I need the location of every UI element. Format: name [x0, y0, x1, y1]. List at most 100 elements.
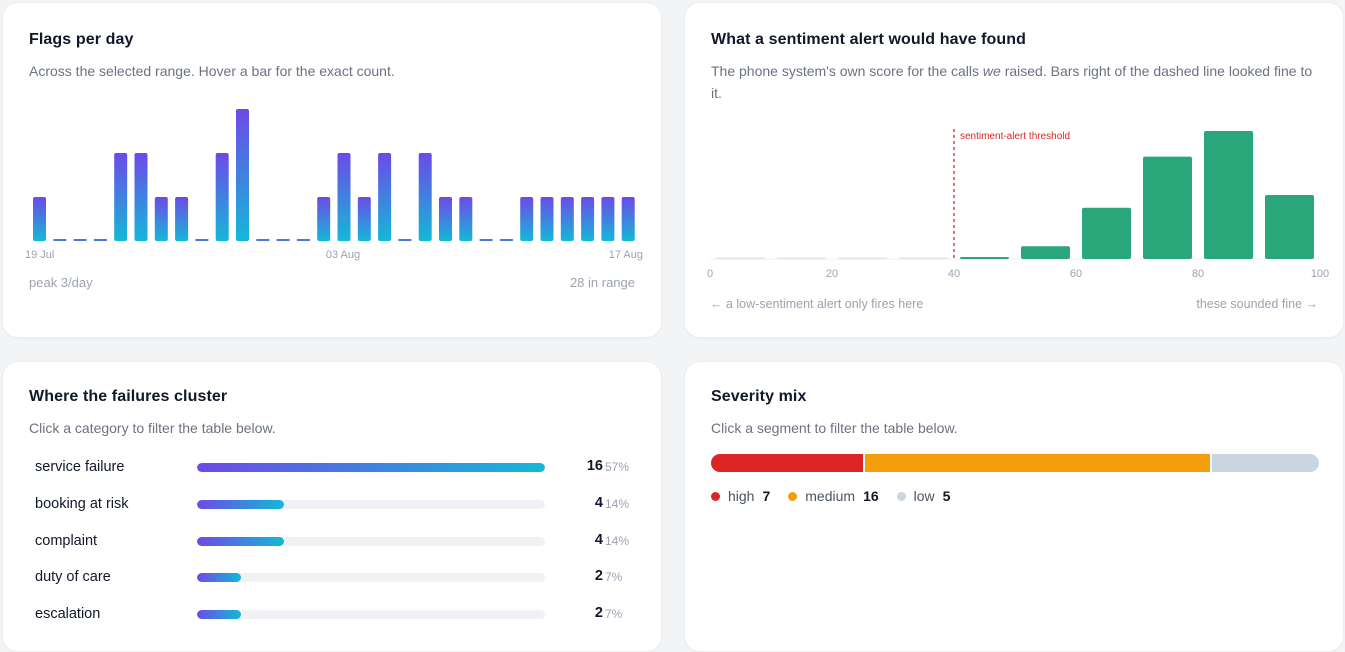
flags-bar[interactable] — [33, 197, 46, 241]
category-bar-track — [197, 463, 545, 472]
flags-bar[interactable] — [276, 239, 290, 241]
x-tick-label: 60 — [1070, 268, 1082, 280]
category-bar-fill — [197, 573, 241, 582]
right-note: these sounded fine → — [1196, 297, 1318, 311]
flags-bar[interactable] — [175, 197, 189, 241]
sentiment-bar[interactable] — [777, 257, 826, 260]
flags-subtitle: Across the selected range. Hover a bar f… — [29, 63, 395, 79]
subtitle-part: raised. Bars right of the dashed line lo… — [711, 63, 1313, 101]
sentiment-bar[interactable] — [1204, 131, 1253, 259]
sentiment-bar[interactable] — [1082, 207, 1131, 259]
category-count: 4 — [594, 495, 603, 511]
flags-bar[interactable] — [134, 153, 148, 241]
legend-label: high — [728, 488, 755, 504]
sentiment-bar[interactable] — [1265, 195, 1314, 259]
sentiment-title: What a sentiment alert would have found — [711, 31, 1027, 48]
category-percent: 57% — [605, 460, 630, 474]
severity-mix-card: Severity mix Click a segment to filter t… — [684, 361, 1344, 652]
flags-bar[interactable] — [256, 239, 270, 241]
flags-bar[interactable] — [398, 239, 412, 241]
sentiment-bar[interactable] — [899, 257, 948, 260]
flags-title: Flags per day — [29, 31, 134, 48]
legend-label: medium — [805, 488, 856, 504]
sentiment-bar[interactable] — [1143, 156, 1192, 259]
sentiment-histogram: 0 20 40 60 80 100 sentiment-alert threshold — [707, 129, 1329, 280]
flags-bar[interactable] — [357, 197, 371, 241]
flags-bar[interactable] — [601, 197, 615, 241]
failure-cluster-card: Where the failures cluster Click a categ… — [2, 361, 662, 652]
peak-text: peak 3/day — [29, 275, 93, 290]
legend-label: low — [913, 488, 935, 504]
flags-bar[interactable] — [459, 197, 473, 241]
severity-title: Severity mix — [711, 388, 807, 405]
sentiment-bar[interactable] — [838, 257, 887, 260]
flags-bar[interactable] — [236, 109, 249, 241]
category-percent: 14% — [605, 534, 630, 548]
category-label: duty of care — [35, 569, 111, 585]
flags-bar[interactable] — [154, 197, 168, 241]
flags-bar[interactable] — [317, 197, 331, 241]
severity-legend: high 7 medium 16 low 5 — [711, 488, 950, 504]
flags-bar[interactable] — [439, 197, 452, 241]
legend-item-low[interactable]: low 5 — [896, 488, 951, 504]
category-label: booking at risk — [35, 496, 129, 512]
category-bar-fill — [197, 537, 284, 546]
sentiment-alert-card: What a sentiment alert would have found … — [684, 2, 1344, 338]
flags-bar[interactable] — [53, 239, 67, 241]
x-tick-label: 80 — [1192, 268, 1204, 280]
flags-bar[interactable] — [621, 197, 635, 241]
category-row-escalation[interactable]: escalation 2 7% — [27, 600, 639, 630]
legend-dot — [788, 491, 798, 501]
flags-bar[interactable] — [73, 239, 87, 241]
subtitle-part: The phone system's own score for the cal… — [711, 63, 983, 79]
legend-item-high[interactable]: high 7 — [711, 488, 770, 504]
x-tick-label: 0 — [707, 268, 713, 280]
category-label: escalation — [35, 606, 101, 622]
category-percent: 7% — [605, 570, 623, 584]
flags-bar[interactable] — [520, 197, 534, 241]
cluster-subtitle: Click a category to filter the table bel… — [29, 420, 276, 436]
flags-bar[interactable] — [560, 197, 574, 241]
subtitle-emphasis: we — [982, 63, 1001, 79]
flags-bar[interactable] — [479, 239, 493, 241]
category-percent: 7% — [605, 607, 623, 621]
flags-bar[interactable] — [540, 197, 554, 241]
flags-bar[interactable] — [337, 153, 351, 241]
category-bar-track — [197, 537, 545, 546]
category-row-complaint[interactable]: complaint 4 14% — [27, 527, 639, 557]
severity-segment-high[interactable] — [711, 454, 863, 472]
category-row-duty-of-care[interactable]: duty of care 2 7% — [27, 563, 639, 593]
flags-bar[interactable] — [418, 153, 432, 241]
x-tick-label: 40 — [948, 268, 960, 280]
flags-bar[interactable] — [215, 153, 229, 241]
flags-bar[interactable] — [114, 153, 128, 241]
legend-dot — [711, 491, 720, 501]
category-bar-fill — [197, 610, 241, 619]
category-bar-track — [197, 610, 545, 619]
severity-segment-medium[interactable] — [863, 454, 1211, 472]
legend-count: 16 — [863, 488, 879, 504]
severity-subtitle: Click a segment to filter the table belo… — [711, 420, 958, 436]
category-label: complaint — [35, 533, 98, 549]
sentiment-bar[interactable] — [716, 257, 765, 260]
flags-bar[interactable] — [195, 239, 209, 241]
sentiment-bar[interactable] — [960, 257, 1009, 259]
legend-count: 5 — [942, 488, 951, 504]
sentiment-bar[interactable] — [1021, 246, 1070, 259]
category-row-service-failure[interactable]: service failure 16 57% — [27, 453, 639, 483]
category-count: 16 — [586, 458, 603, 474]
flags-bar[interactable] — [296, 239, 310, 241]
category-bar-track — [197, 573, 545, 582]
category-row-booking-at-risk[interactable]: booking at risk 4 14% — [27, 490, 639, 520]
flags-bar[interactable] — [378, 153, 392, 241]
range-count: 28 in range — [569, 275, 635, 290]
flags-bar[interactable] — [581, 197, 595, 241]
sentiment-subtitle: The phone system's own score for the cal… — [711, 60, 1317, 104]
category-label: service failure — [35, 459, 125, 475]
flags-bar[interactable] — [499, 239, 513, 241]
category-percent: 14% — [605, 497, 630, 511]
legend-item-medium[interactable]: medium 16 — [788, 488, 879, 504]
flags-bar[interactable] — [93, 239, 107, 241]
x-tick-label: 100 — [1311, 268, 1329, 280]
severity-segment-low[interactable] — [1210, 454, 1319, 472]
